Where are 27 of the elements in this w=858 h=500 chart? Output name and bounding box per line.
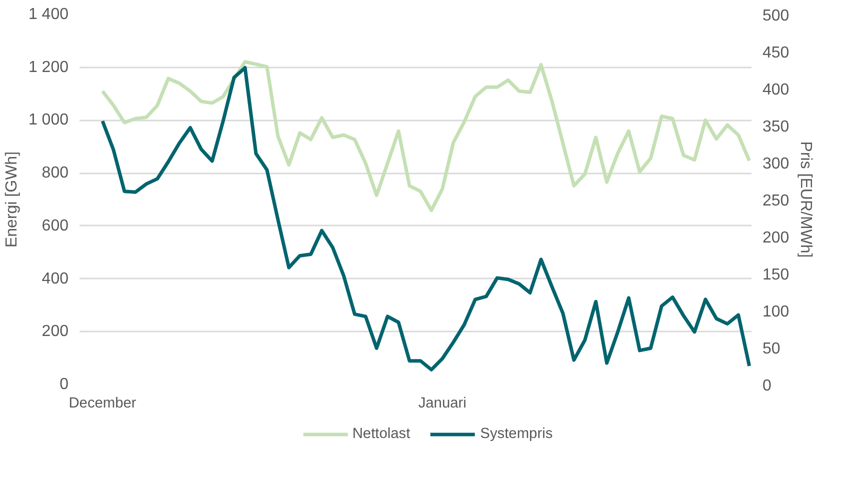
x-tick-label: Januari <box>418 396 466 412</box>
y2-tick-label: 350 <box>762 118 790 136</box>
y2-axis-title: Pris [EUR/MWh] <box>797 141 814 258</box>
y-tick-label: 200 <box>42 323 69 340</box>
y2-tick-label: 500 <box>762 8 790 24</box>
y-tick-label: 1 200 <box>28 58 69 76</box>
y2-tick-label: 150 <box>762 266 790 284</box>
y-tick-label: 800 <box>42 164 69 182</box>
line-series <box>100 66 752 372</box>
y-tick-label: 1 000 <box>28 112 69 129</box>
y2-tick-label: 450 <box>762 44 790 62</box>
y2-tick-label: 50 <box>762 340 780 358</box>
y-tick-label: 0 <box>60 376 69 393</box>
y-tick-label: 1 400 <box>28 6 69 23</box>
legend-label: Systempris <box>480 426 553 442</box>
legend-label: Nettolast <box>352 426 410 442</box>
y-tick-label: 600 <box>42 217 69 234</box>
x-tick-label: December <box>68 396 136 412</box>
y2-tick-label: 100 <box>762 304 790 320</box>
line-series <box>100 60 752 212</box>
y-tick-label: 400 <box>42 270 69 288</box>
y2-tick-label: 400 <box>762 82 790 98</box>
y2-tick-label: 200 <box>762 230 790 246</box>
y2-tick-label: 300 <box>762 156 790 172</box>
y2-tick-label: 250 <box>762 192 790 210</box>
y-axis-title: Energi [GWh] <box>3 151 20 248</box>
y2-tick-label: 0 <box>762 378 772 394</box>
